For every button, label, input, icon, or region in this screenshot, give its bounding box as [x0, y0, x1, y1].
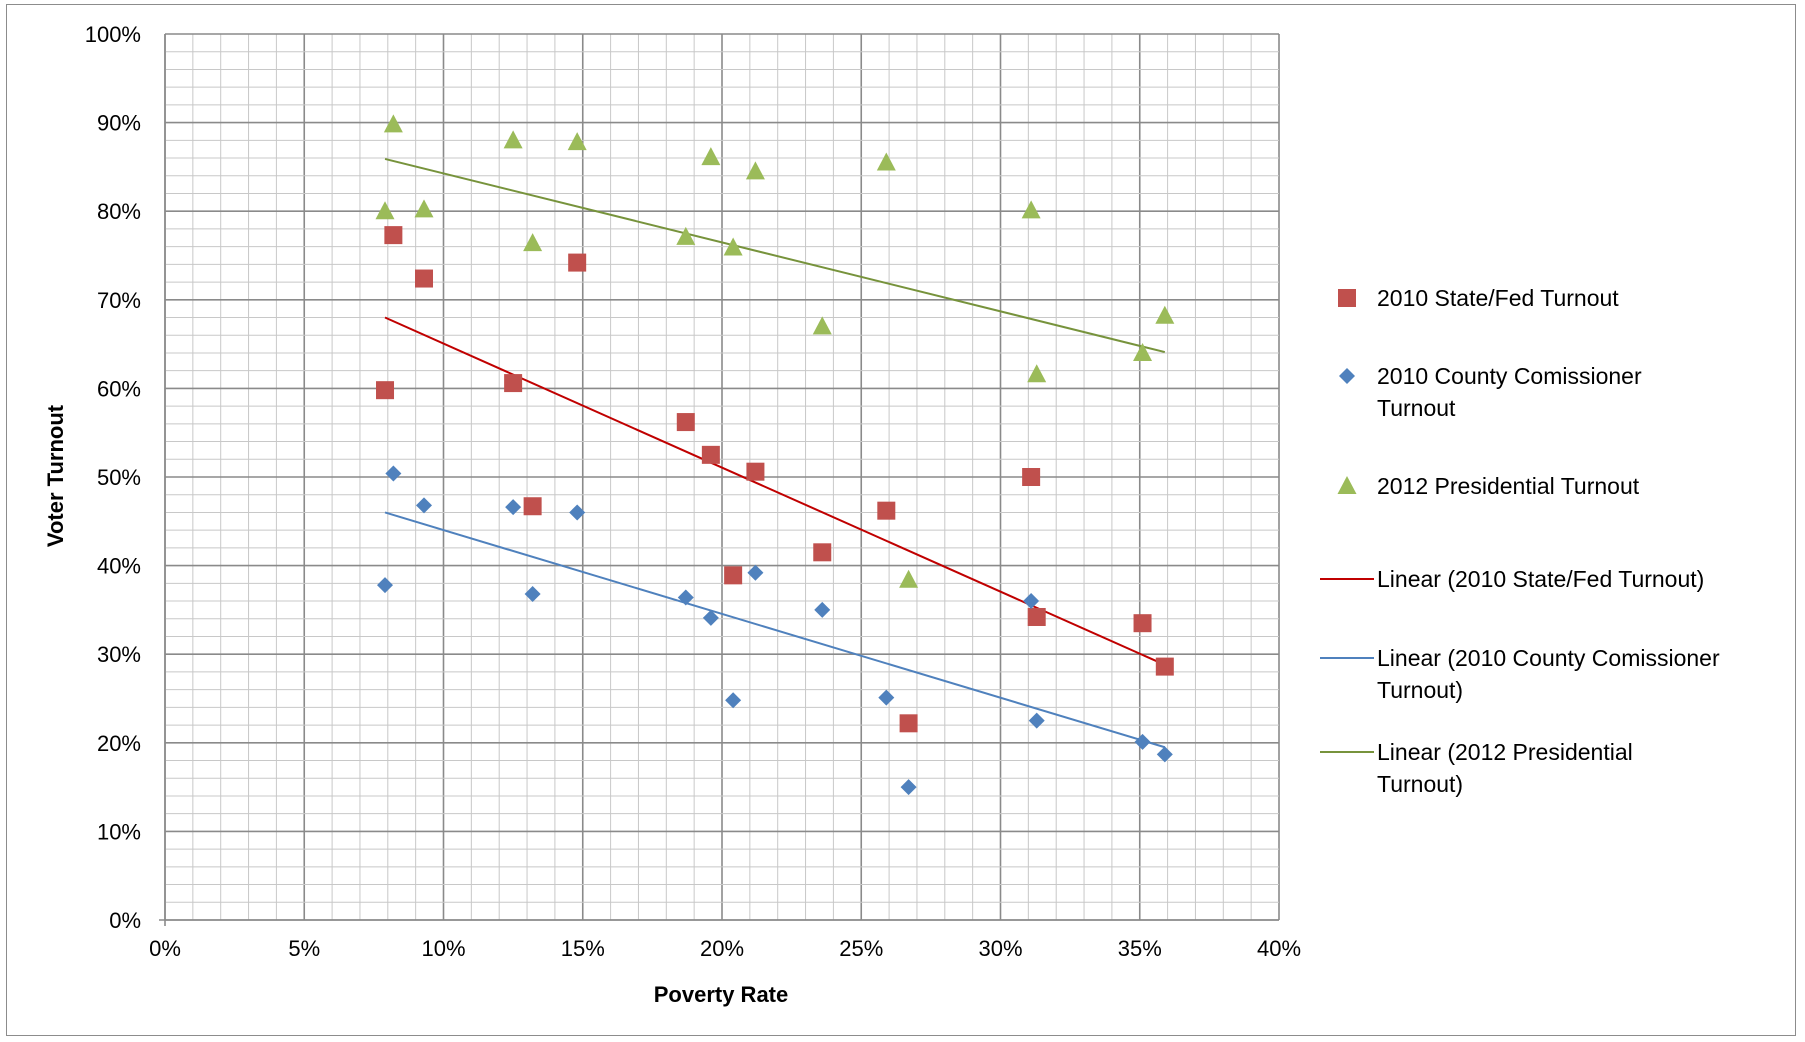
data-point-square [701, 445, 720, 464]
legend-label: Linear (2012 Presidential [1377, 739, 1633, 765]
data-point-triangle [1133, 342, 1153, 361]
data-point-triangle [876, 152, 896, 171]
data-point-square [899, 714, 918, 733]
data-point-diamond [747, 564, 764, 581]
data-point-square [813, 543, 832, 562]
legend-label: Linear (2010 State/Fed Turnout) [1377, 566, 1704, 592]
chart-area [6, 4, 1796, 1036]
data-point-diamond [524, 585, 541, 602]
legend-label: 2010 County Comissioner [1377, 363, 1642, 389]
data-point-diamond [878, 689, 895, 706]
y-tick-label: 10% [97, 819, 141, 844]
tick-labels: 0% 5% 10% 15% 20% 25% 30% 35% 40% 0% 10% 20% 30% 40% 5… [85, 22, 1301, 961]
legend-label: 2012 Presidential Turnout [1377, 473, 1640, 499]
data-point-square [724, 566, 743, 585]
data-point-triangle [383, 114, 403, 133]
data-point-triangle [503, 130, 523, 149]
y-tick-label: 50% [97, 465, 141, 490]
legend-label: Linear (2010 County Comissioner [1377, 645, 1720, 671]
y-tick-label: 40% [97, 554, 141, 579]
y-tick-label: 80% [97, 199, 141, 224]
trendline [384, 511, 1166, 749]
data-point-triangle [567, 132, 587, 151]
data-point-square [746, 462, 765, 481]
x-tick-label: 20% [700, 936, 744, 961]
data-point-diamond [677, 589, 694, 606]
x-tick-label: 0% [149, 936, 181, 961]
data-point-diamond [377, 577, 394, 594]
data-point-triangle [701, 147, 721, 166]
data-point-diamond [1134, 733, 1151, 750]
x-tick-label: 40% [1257, 936, 1301, 961]
data-point-diamond [416, 497, 433, 514]
series-square [376, 226, 1174, 733]
data-point-triangle [812, 316, 832, 335]
y-tick-label: 90% [97, 111, 141, 136]
legend-square-swatch [1338, 289, 1356, 307]
data-point-square [1133, 614, 1152, 633]
y-tick-label: 20% [97, 731, 141, 756]
y-tick-label: 100% [85, 22, 141, 47]
data-point-triangle [523, 233, 543, 252]
x-tick-label: 35% [1118, 936, 1162, 961]
trendline [384, 157, 1166, 354]
legend-label: 2010 State/Fed Turnout [1377, 285, 1619, 311]
data-point-square [1027, 607, 1046, 626]
data-point-diamond [1156, 746, 1173, 763]
data-point-diamond [1023, 593, 1040, 610]
data-point-triangle [375, 201, 395, 220]
y-tick-label: 30% [97, 642, 141, 667]
data-point-square [676, 413, 695, 432]
series-triangle [375, 114, 1175, 588]
y-tick-label: 0% [109, 908, 141, 933]
legend-diamond-swatch [1339, 368, 1355, 384]
legend: 2010 State/Fed Turnout 2010 County Comiss… [1320, 285, 1720, 797]
data-point-square [568, 253, 587, 272]
data-point-triangle [414, 199, 434, 218]
data-point-triangle [723, 237, 743, 256]
data-point-diamond [385, 465, 402, 482]
y-tick-label: 60% [97, 376, 141, 401]
data-point-triangle [745, 161, 765, 180]
legend-triangle-swatch [1337, 476, 1357, 494]
plot-grid [159, 33, 1280, 926]
data-point-square [415, 269, 434, 288]
data-point-triangle [1155, 305, 1175, 324]
data-point-diamond [1028, 712, 1045, 729]
trendline [384, 316, 1166, 666]
data-point-triangle [676, 226, 696, 245]
legend-label: Turnout) [1377, 771, 1463, 797]
data-point-square [523, 497, 542, 516]
legend-label: Turnout) [1377, 677, 1463, 703]
x-tick-label: 10% [421, 936, 465, 961]
data-point-diamond [505, 499, 522, 516]
data-point-square [877, 501, 896, 520]
series-diamond [377, 465, 1173, 796]
data-point-square [504, 374, 523, 393]
data-point-square [384, 226, 403, 245]
x-tick-label: 25% [839, 936, 883, 961]
data-point-triangle [1021, 200, 1041, 219]
y-tick-label: 70% [97, 288, 141, 313]
x-tick-label: 30% [978, 936, 1022, 961]
data-point-square [1155, 657, 1174, 676]
data-point-diamond [900, 779, 917, 796]
data-point-diamond [569, 504, 586, 521]
data-point-triangle [899, 569, 919, 588]
data-point-diamond [725, 692, 742, 709]
data-point-triangle [1027, 364, 1047, 383]
x-tick-label: 5% [288, 936, 320, 961]
y-axis-title: Voter Turnout [43, 404, 68, 547]
data-point-square [1022, 468, 1041, 486]
x-tick-label: 15% [561, 936, 605, 961]
data-point-square [376, 381, 395, 400]
x-axis-title: Poverty Rate [654, 982, 789, 1007]
data-point-diamond [814, 601, 831, 618]
trendlines [384, 157, 1166, 749]
data-points [375, 114, 1175, 796]
legend-label: Turnout [1377, 395, 1456, 421]
data-point-diamond [702, 609, 719, 626]
